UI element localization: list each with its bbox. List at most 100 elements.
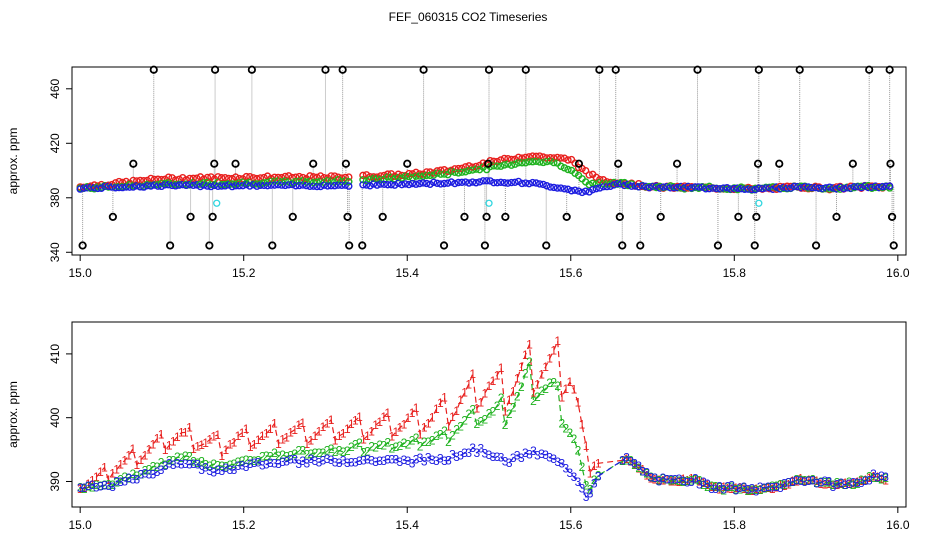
series-2-marker: 2: [575, 444, 582, 458]
series-1-marker: 1: [352, 413, 359, 427]
series-1-marker: 1: [206, 433, 213, 447]
series-2-marker: 2: [745, 484, 752, 498]
series-1-marker: 1: [133, 458, 140, 472]
series-3-point: [557, 184, 565, 192]
series-3-marker: 3: [473, 446, 480, 460]
series-3-marker: 3: [838, 476, 845, 490]
series-3-marker: 3: [405, 454, 412, 468]
series-2-point: [550, 158, 558, 167]
series-2-marker: 2: [708, 479, 715, 493]
series-1-marker: 1: [162, 443, 169, 457]
series-1-marker: 1: [93, 470, 100, 484]
series-3-marker: 3: [793, 473, 800, 487]
series-2-marker: 2: [623, 454, 630, 468]
series-2-marker: 2: [587, 482, 594, 496]
series-1-marker: 1: [781, 479, 788, 493]
series-2-marker: 2: [312, 446, 319, 460]
series-2-marker: 2: [158, 455, 165, 469]
series-1-marker: 1: [89, 474, 96, 488]
series-3-point: [744, 185, 752, 193]
series-1-point: [154, 175, 162, 183]
series-3-marker: 3: [643, 466, 650, 480]
series-1-marker: 1: [85, 477, 92, 491]
series-1-marker: 1: [174, 430, 181, 444]
series-3-point: [875, 183, 883, 192]
series-3-point: [285, 181, 293, 189]
series-1-marker: 1: [364, 429, 371, 443]
series-3-marker: 3: [757, 480, 764, 494]
top-panel: 15.0 15.2 15.4 15.6 15.8 16.0 340 380 420 460 appr…: [6, 65, 910, 280]
series-2-marker: 2: [672, 473, 679, 487]
series-1-marker: 1: [308, 433, 315, 447]
series-1-point: [525, 153, 533, 161]
series-2-marker: 2: [502, 418, 509, 432]
series-1-marker: 1: [210, 429, 217, 443]
x-tick-label: 15.6: [559, 266, 583, 280]
series-1-marker: 1: [397, 421, 404, 435]
series-3-point: [171, 182, 180, 190]
series-2-marker: 2: [170, 454, 177, 468]
y-tick-label: 390: [48, 471, 62, 491]
series-1-marker: 1: [295, 418, 302, 432]
series-2-marker: 2: [554, 379, 561, 393]
series-3-point: [581, 187, 590, 195]
series-3-point: [76, 185, 84, 193]
series-3-point: [504, 179, 512, 187]
series-3-point: [384, 181, 392, 189]
series-3-marker: 3: [652, 471, 659, 485]
series-3-point: [451, 179, 459, 188]
series-2-marker: 2: [558, 416, 565, 430]
series-2-marker: 2: [162, 458, 169, 472]
series-2-point: [437, 170, 445, 178]
series-3-point: [111, 184, 120, 192]
series-3-marker: 3: [417, 451, 424, 465]
series-3-point: [680, 184, 689, 192]
series-1-marker: 1: [348, 417, 355, 431]
series-3-point: [277, 181, 286, 189]
series-3-point: [687, 184, 696, 192]
series-1-point: [260, 173, 268, 182]
series-3-point: [440, 179, 448, 188]
series-3-point: [589, 185, 597, 194]
series-3-marker: 3: [684, 476, 691, 490]
series-1-marker: 1: [647, 471, 654, 485]
series-1-marker: 1: [656, 473, 663, 487]
series-2-marker: 2: [206, 459, 213, 473]
series-3-point: [391, 181, 399, 189]
y-tick-label: 340: [48, 242, 62, 262]
series-2-marker: 2: [109, 478, 116, 492]
series-2-marker: 2: [486, 406, 493, 420]
series-2-point: [207, 180, 215, 189]
series-1-marker: 1: [522, 348, 529, 362]
series-1-marker: 1: [684, 474, 691, 488]
series-1-marker: 1: [368, 425, 375, 439]
series-3-point: [437, 180, 445, 188]
series-3-marker: 3: [89, 478, 96, 492]
series-3-point: [695, 183, 703, 191]
series-2-marker: 2: [583, 478, 590, 492]
series-3-point: [663, 182, 671, 191]
series-3-point: [394, 179, 403, 187]
series-3-point: [362, 181, 371, 189]
series-1-marker: 1: [255, 433, 262, 447]
series-2-marker: 2: [368, 440, 375, 454]
series-1-marker: 1: [186, 420, 193, 434]
chart-title: FEF_060315 CO2 Timeseries: [388, 10, 548, 24]
series-2-point: [313, 178, 321, 186]
series-1-point: [232, 173, 240, 181]
series-3-marker: 3: [190, 457, 197, 471]
series-3-marker: 3: [85, 479, 92, 493]
series-3-point: [755, 184, 763, 192]
series-3-marker: 3: [785, 475, 792, 489]
series-2-marker: 2: [243, 453, 250, 467]
series-1-marker: 1: [830, 478, 837, 492]
series-2-marker: 2: [793, 472, 800, 486]
outlier-point: [268, 241, 277, 250]
series-1-point: [532, 152, 540, 160]
outlier-point: [345, 241, 354, 250]
outlier-point: [231, 159, 240, 168]
series-3-marker: 3: [210, 465, 217, 479]
series-1-marker: 1: [393, 425, 400, 439]
series-3-point: [815, 184, 823, 192]
series-3-point: [596, 184, 604, 192]
